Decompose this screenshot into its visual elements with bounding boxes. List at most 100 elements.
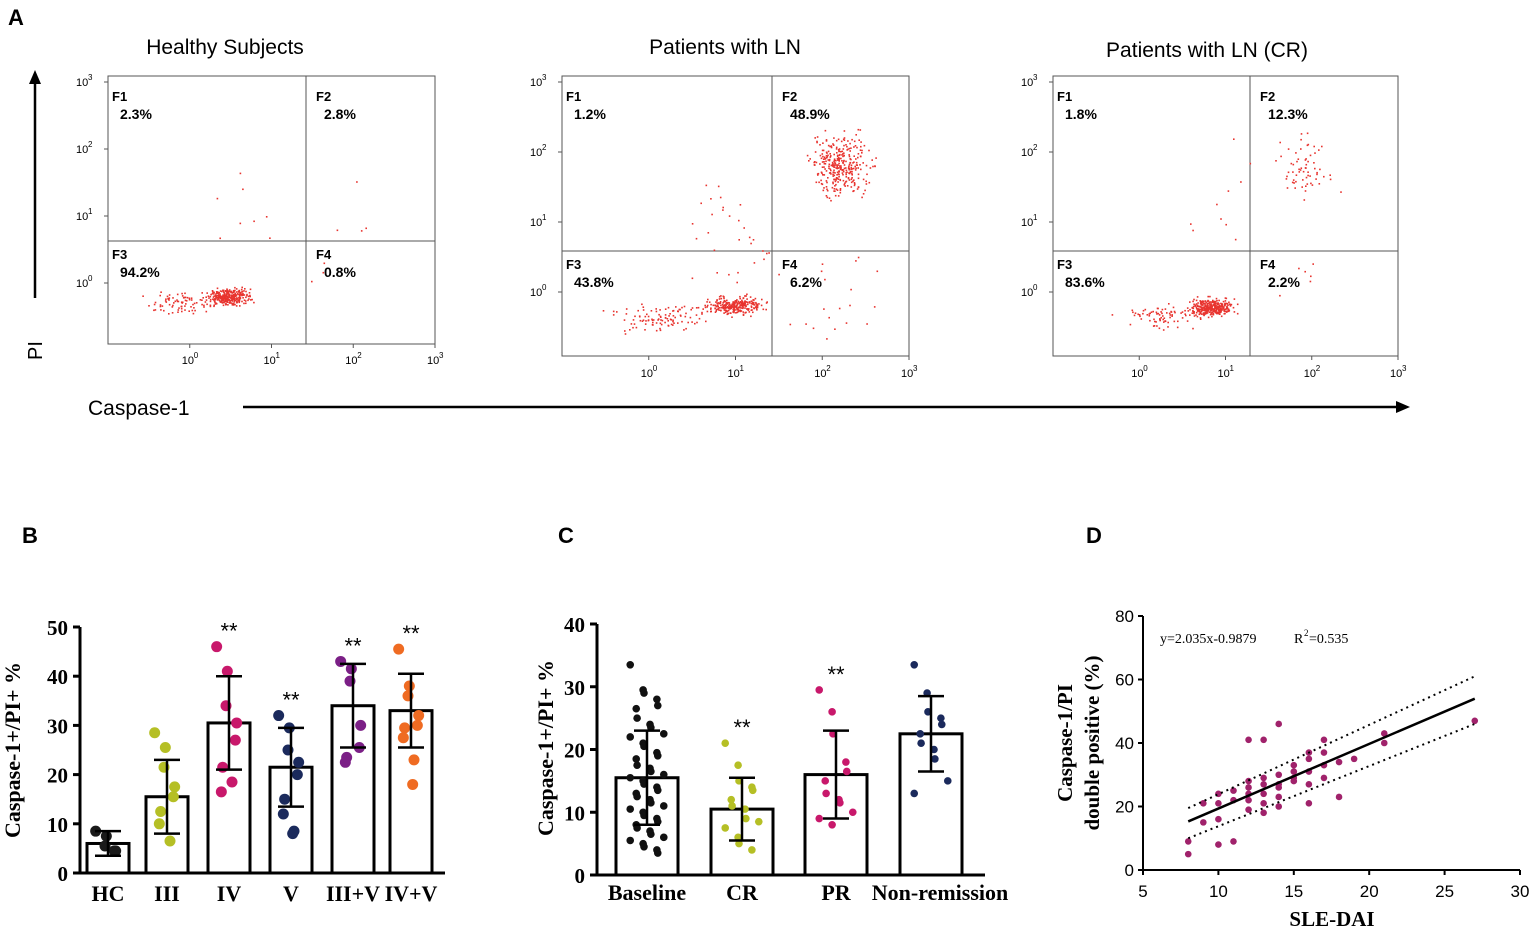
flow-dot <box>623 319 626 321</box>
flow-dot <box>171 306 174 308</box>
flow-dot <box>1198 313 1201 316</box>
flow-dot <box>1226 307 1229 309</box>
flow-dot <box>226 300 229 302</box>
flow-dot <box>736 311 739 314</box>
flow-dot <box>1201 308 1204 310</box>
data-point <box>1320 736 1328 744</box>
flow-dot <box>834 180 837 183</box>
tick-exponent: 0 <box>653 364 658 373</box>
flow-dot <box>1294 187 1296 189</box>
flow-dot <box>733 311 735 314</box>
flow-dot <box>850 158 852 161</box>
flow-dot <box>748 311 751 313</box>
flow-dot <box>717 302 720 304</box>
flow-dot <box>202 297 204 299</box>
tick-exponent: 2 <box>826 364 831 373</box>
flow-dot <box>855 161 858 164</box>
flow-dot <box>1226 311 1228 313</box>
flow-dot <box>641 320 644 322</box>
flow-dot <box>857 128 860 131</box>
flow-dot <box>225 297 228 300</box>
flow-dot <box>691 277 694 280</box>
tick-exponent: 1 <box>542 213 547 222</box>
flow-dot <box>816 140 818 143</box>
flow-dot <box>1204 300 1207 302</box>
flow-dot <box>652 321 654 324</box>
flow-dot <box>1214 310 1217 312</box>
data-point <box>215 786 227 798</box>
data-point <box>842 758 850 766</box>
flow-dot <box>1236 303 1239 306</box>
data-point <box>155 806 167 817</box>
flow-dot <box>741 299 743 302</box>
data-point <box>279 793 291 805</box>
tick-exponent: 3 <box>1033 73 1038 82</box>
flow-dot <box>1172 306 1175 309</box>
flow-dot <box>672 324 674 326</box>
flow-dot <box>1193 315 1196 317</box>
data-point <box>1350 755 1358 763</box>
flow-dot <box>177 309 180 311</box>
flow-dot <box>234 292 236 295</box>
flow-dot <box>213 298 216 300</box>
flow-dot <box>231 297 233 300</box>
flow-dot <box>819 154 822 157</box>
flow-dot <box>876 270 879 273</box>
flow-dot <box>833 160 835 162</box>
flow-dot <box>1232 306 1235 309</box>
data-point <box>1275 771 1283 779</box>
flow-dot <box>249 295 251 298</box>
flow-dot <box>184 305 186 307</box>
data-point <box>626 660 635 669</box>
flow-dot <box>232 297 234 300</box>
flow-dot <box>1170 311 1173 313</box>
flow-dot <box>815 161 818 164</box>
flow-dot <box>1220 305 1223 307</box>
flow-dot <box>739 297 741 300</box>
tick-base: 10 <box>264 355 276 367</box>
flow-dot <box>632 319 635 321</box>
flow-dot <box>843 155 845 157</box>
flow-dot <box>230 302 232 304</box>
data-point <box>408 754 420 766</box>
flow-dot <box>1160 316 1162 319</box>
flow-dot <box>705 184 708 187</box>
flow-dot <box>172 304 174 307</box>
flow-dot <box>711 213 713 216</box>
flow-plot: Healthy Subjects F1 2.3% F2 2.8% F3 94.2% F4 0.8… <box>76 36 444 367</box>
flow-dot <box>1205 306 1208 309</box>
flow-dot <box>850 288 852 291</box>
flow-dot <box>739 309 741 311</box>
flow-dot <box>847 177 850 179</box>
flow-dot <box>216 197 219 200</box>
flow-dot <box>838 171 840 173</box>
flow-dot <box>707 298 709 301</box>
flow-dot <box>727 307 730 310</box>
flow-dot <box>244 300 247 302</box>
flow-dot <box>857 256 860 259</box>
flow-dot <box>205 296 207 298</box>
flow-dot <box>215 302 218 305</box>
flow-dot <box>1203 314 1205 317</box>
flow-dot <box>848 165 850 168</box>
flow-dot <box>832 175 834 177</box>
flow-dot <box>1211 311 1214 314</box>
flow-dot <box>843 137 846 139</box>
flow-dot <box>1279 294 1281 297</box>
flow-dot <box>841 154 843 156</box>
flow-dot <box>1293 182 1295 184</box>
flow-dot <box>1215 305 1218 307</box>
flow-dot <box>248 298 250 300</box>
flow-dot <box>846 171 848 174</box>
flow-dot <box>1309 280 1312 283</box>
flow-dot <box>1132 311 1134 314</box>
flow-dot <box>670 323 673 326</box>
flow-dot <box>206 292 208 294</box>
x-tick-label: 10 1 <box>728 364 745 380</box>
flow-dot <box>670 319 673 321</box>
flow-dot <box>1305 163 1308 166</box>
flow-dot <box>217 298 220 300</box>
flow-dot <box>311 280 313 283</box>
flow-dot <box>1133 314 1136 317</box>
